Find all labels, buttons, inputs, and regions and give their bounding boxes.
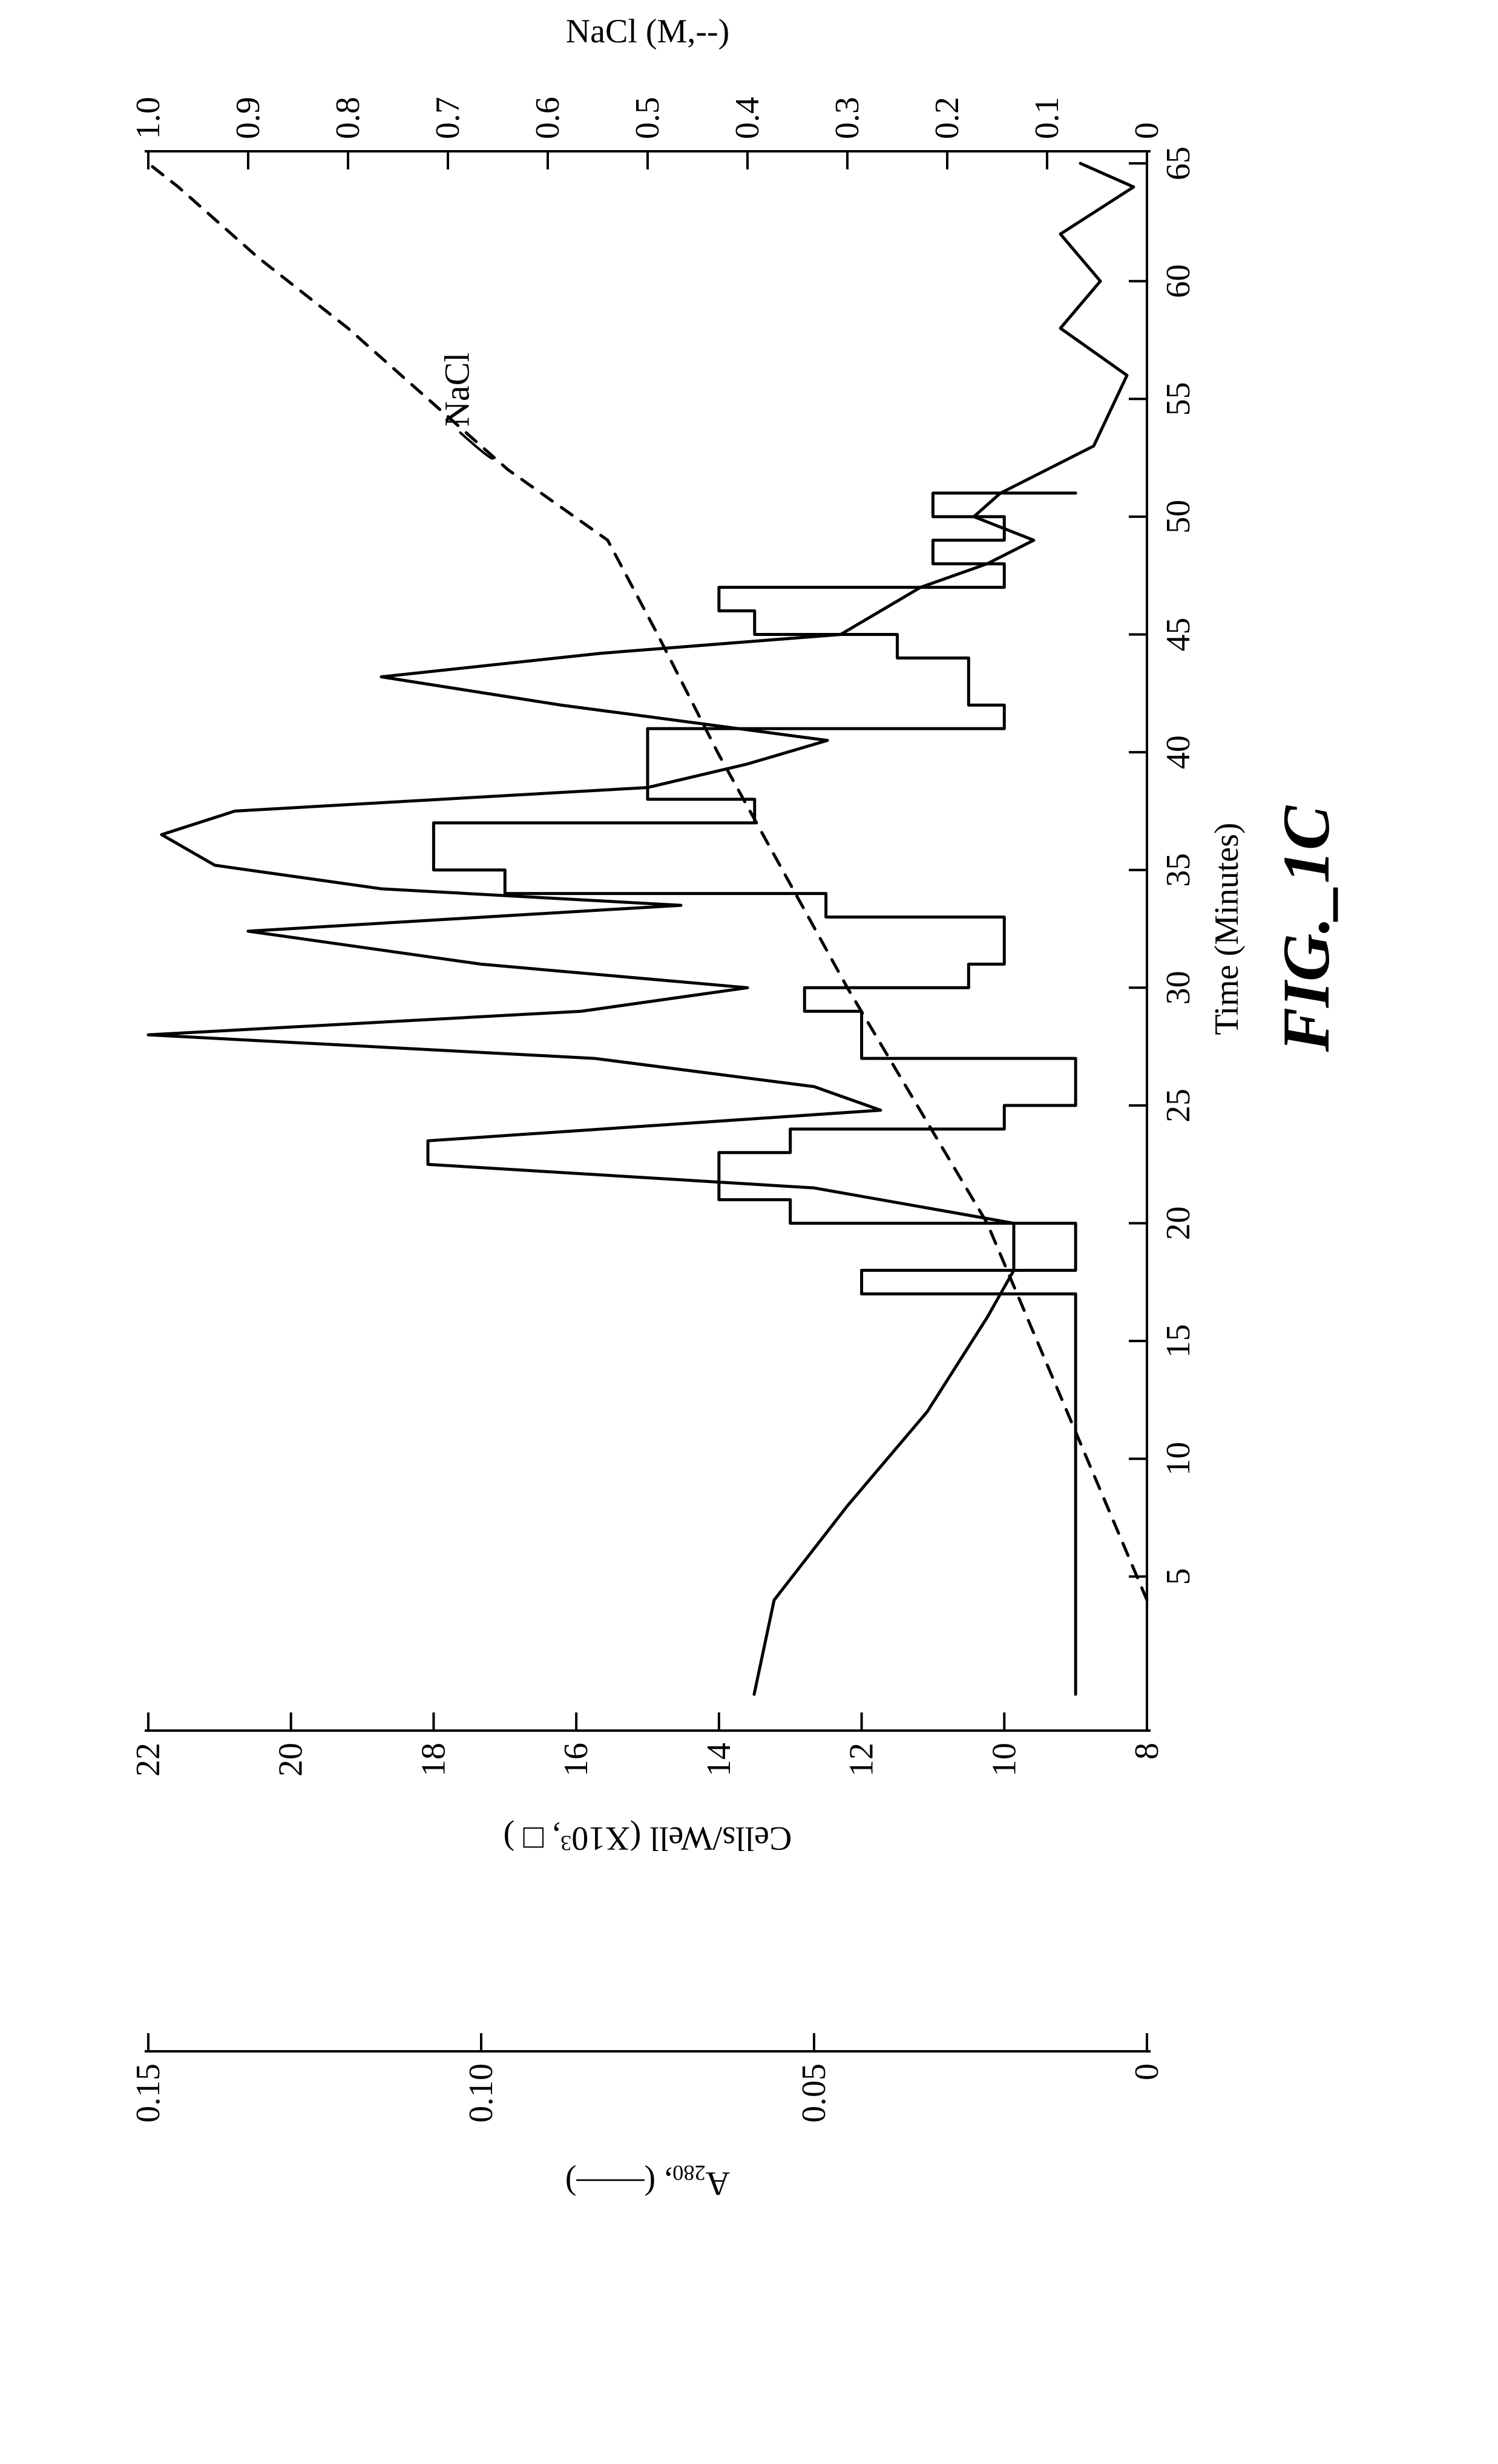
svg-text:5: 5	[1160, 1568, 1197, 1585]
axis-nacl: 0 0.1 0.2 0.3 0.4 0.5 0.6 0.7 0.8 0.9 1.0 NaCl (M,-…	[130, 13, 1166, 169]
axis-time: 5 10 15 20 25 30 35 40 45 50 55 60 65 Time (Minutes)	[1129, 146, 1246, 1719]
svg-text:55: 55	[1160, 382, 1197, 416]
svg-text:15: 15	[1160, 1324, 1197, 1358]
svg-text:25: 25	[1160, 1089, 1197, 1122]
svg-text:65: 65	[1160, 146, 1197, 180]
nacl-axis-label: NaCl (M,--)	[566, 13, 730, 50]
series-nacl-gradient	[148, 163, 1147, 1600]
svg-text:14: 14	[700, 1743, 738, 1777]
svg-text:20: 20	[272, 1743, 310, 1777]
axis-a280: 0 0.05 0.10 0.15 A280, (——)	[130, 2033, 1166, 2202]
svg-text:8: 8	[1128, 1743, 1166, 1760]
svg-text:0.1: 0.1	[1028, 97, 1066, 139]
svg-text:40: 40	[1160, 735, 1197, 769]
svg-text:50: 50	[1160, 500, 1197, 534]
svg-text:35: 35	[1160, 853, 1197, 887]
svg-text:18: 18	[415, 1743, 452, 1777]
svg-text:0.3: 0.3	[829, 97, 866, 139]
svg-text:0: 0	[1128, 2063, 1166, 2080]
series-a280	[148, 163, 1134, 1694]
svg-text:10: 10	[1160, 1442, 1197, 1476]
svg-text:0.7: 0.7	[429, 97, 467, 139]
x-axis-label: Time (Minutes)	[1208, 822, 1246, 1035]
svg-text:10: 10	[985, 1743, 1023, 1777]
svg-text:16: 16	[557, 1743, 595, 1777]
svg-text:1.0: 1.0	[130, 97, 167, 139]
figure-1c: 00.050.100.15A280, (——) 810121416182022C…	[0, 0, 1498, 2464]
svg-text:0.8: 0.8	[329, 97, 367, 139]
svg-text:0.6: 0.6	[529, 97, 567, 139]
svg-text:0.2: 0.2	[928, 97, 966, 139]
svg-text:0.4: 0.4	[729, 97, 766, 139]
nacl-annotation: NaCl	[438, 352, 493, 458]
svg-text:0.9: 0.9	[229, 97, 267, 139]
a280-axis-label: A280, (——)	[565, 2161, 730, 2202]
svg-text:0.15: 0.15	[130, 2063, 167, 2123]
axis-cells-per-well: 8 10 12 14 16 18 20 22 Cells/Well (X103, □ )	[130, 1712, 1166, 1857]
svg-text:12: 12	[843, 1743, 881, 1777]
svg-text:22: 22	[130, 1743, 167, 1777]
nacl-annotation-text: NaCl	[438, 352, 477, 426]
svg-text:0.05: 0.05	[795, 2063, 833, 2123]
series-cells-per-well	[433, 493, 1076, 1694]
cells-axis-label: Cells/Well (X103, □ )	[504, 1820, 792, 1857]
svg-text:0: 0	[1128, 122, 1166, 139]
svg-text:60: 60	[1160, 264, 1197, 298]
svg-text:30: 30	[1160, 971, 1197, 1004]
figure-caption: FIG._1C	[1269, 805, 1343, 1052]
svg-text:0.10: 0.10	[462, 2063, 500, 2123]
svg-text:0.5: 0.5	[629, 97, 666, 139]
svg-text:20: 20	[1160, 1207, 1197, 1240]
svg-text:45: 45	[1160, 617, 1197, 651]
